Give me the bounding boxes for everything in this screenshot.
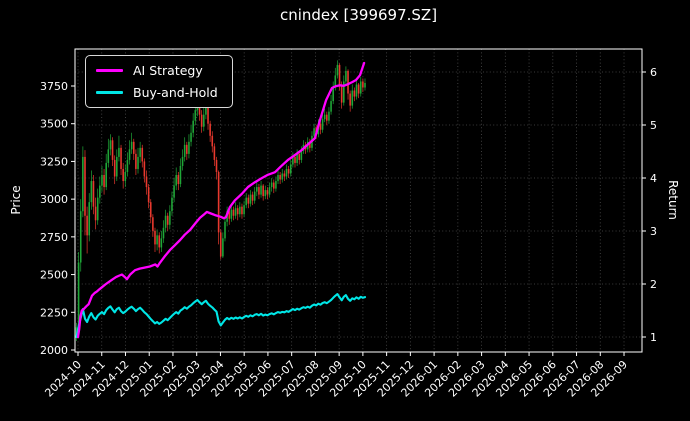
plot-frame bbox=[74, 48, 643, 353]
legend-label: Buy-and-Hold bbox=[133, 85, 218, 100]
return-tick-label: 2 bbox=[650, 278, 657, 291]
price-tick-label: 2750 bbox=[40, 231, 68, 244]
return-tick-label: 5 bbox=[650, 119, 657, 132]
return-tick-label: 4 bbox=[650, 172, 657, 185]
return-axis-label: Return bbox=[666, 180, 680, 220]
candlestick-layer bbox=[75, 60, 366, 341]
buy-and-hold-line bbox=[75, 293, 367, 339]
price-tick-label: 2250 bbox=[40, 306, 68, 319]
grid-layer bbox=[75, 49, 642, 352]
return-tick-label: 1 bbox=[650, 331, 657, 344]
price-tick-label: 2500 bbox=[40, 269, 68, 282]
buy-and-hold-line-swatch bbox=[96, 91, 123, 94]
price-axis-label: Price bbox=[9, 185, 23, 215]
legend: AI Strategy Buy-and-Hold bbox=[85, 55, 233, 108]
price-tick-label: 3500 bbox=[40, 118, 68, 131]
price-tick-label: 3000 bbox=[40, 193, 68, 206]
ai-strategy-line bbox=[76, 61, 366, 339]
price-tick-label: 2000 bbox=[40, 344, 68, 357]
legend-label: AI Strategy bbox=[133, 63, 203, 78]
legend-item-buy-and-hold: Buy-and-Hold bbox=[96, 85, 218, 100]
return-tick-label: 6 bbox=[650, 66, 657, 79]
return-tick-label: 3 bbox=[650, 225, 657, 238]
ai-strategy-line-swatch bbox=[96, 69, 123, 72]
tick-layer bbox=[71, 71, 646, 356]
legend-item-ai-strategy: AI Strategy bbox=[96, 63, 218, 78]
tick-labels: 2000225025002750300032503500375012345620… bbox=[40, 66, 657, 400]
price-tick-label: 3750 bbox=[40, 80, 68, 93]
price-tick-label: 3250 bbox=[40, 155, 68, 168]
chart-title: cnindex [399697.SZ] bbox=[279, 6, 438, 24]
